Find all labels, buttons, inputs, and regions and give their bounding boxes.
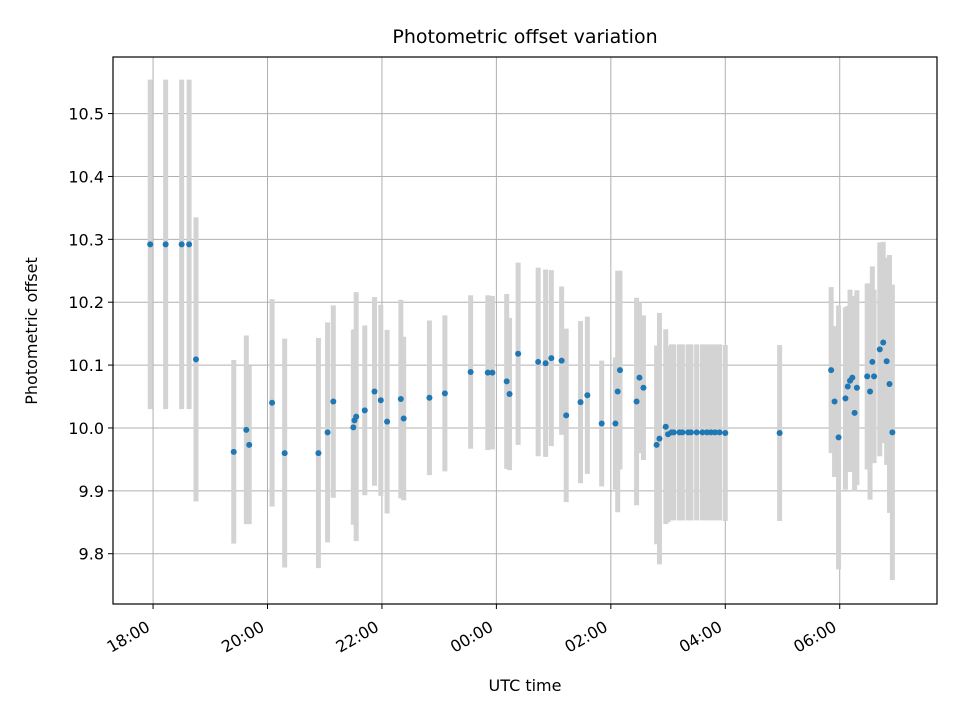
data-point [842,395,849,402]
data-point [515,350,522,357]
x-axis-title: UTC time [489,676,562,695]
data-point [656,435,663,442]
data-point [542,360,549,367]
data-point [853,384,860,391]
data-point [243,426,250,433]
data-point [535,358,542,365]
y-axis-ticks: 9.8 9.9 10.0 10.1 10.2 10.3 10.4 10.5 [68,105,113,564]
data-point [377,397,384,404]
data-point [577,399,584,406]
data-point [616,367,623,374]
data-point [467,368,474,375]
data-point [864,373,871,380]
y-tick-label: 10.5 [68,105,104,124]
y-tick-label: 9.9 [79,482,104,501]
data-point [484,369,491,376]
data-point [162,241,169,248]
data-point [426,394,433,401]
data-point [384,418,391,425]
data-point [371,388,378,395]
data-point [633,398,640,405]
data-point [397,396,404,403]
data-point [844,383,851,390]
data-point [687,429,694,436]
data-point [871,373,878,380]
data-point [876,346,883,353]
data-point [400,415,407,422]
data-point [361,407,368,414]
data-point [716,429,723,436]
data-point [699,429,706,436]
data-point [281,450,288,457]
grid-lines [113,57,937,604]
data-point [886,380,893,387]
data-point [246,441,253,448]
data-point [662,423,669,430]
data-point [230,448,237,455]
data-point [192,356,199,363]
y-tick-label: 10.3 [68,230,104,249]
data-point [679,429,686,436]
data-point [776,429,783,436]
data-point [269,399,276,406]
y-tick-label: 10.1 [68,356,104,375]
data-point [889,429,896,436]
data-point [441,390,448,397]
data-point [315,450,322,457]
data-point [883,358,890,365]
y-axis-title: Photometric offset [22,257,41,405]
data-point [353,413,360,420]
data-point [722,429,729,436]
data-point [147,241,154,248]
data-point [614,388,621,395]
data-point [503,378,510,385]
plot-frame [112,56,938,605]
data-point [563,412,570,419]
data-point [324,429,331,436]
chart-title: Photometric offset variation [392,26,657,48]
data-point [598,420,605,427]
y-tick-label: 10.0 [68,419,104,438]
data-point [869,358,876,365]
data-point [330,398,337,405]
data-point [851,409,858,416]
data-point [670,429,677,436]
data-point [640,384,647,391]
data-point [558,357,565,364]
data-point [178,241,185,248]
data-point [693,429,700,436]
data-point [186,241,193,248]
data-point [867,388,874,395]
data-point [350,424,357,431]
y-tick-label: 10.4 [68,167,104,186]
data-point [831,398,838,405]
data-point [506,391,513,398]
data-point [828,367,835,374]
data-point [653,441,660,448]
data-points [147,241,896,457]
data-point [489,369,496,376]
data-point [636,374,643,381]
data-point [584,392,591,399]
data-point [849,374,856,381]
data-point [711,429,718,436]
y-tick-label: 9.8 [79,545,104,564]
data-point [835,434,842,441]
data-point [880,339,887,346]
y-tick-label: 10.2 [68,293,104,312]
data-point [612,420,619,427]
data-point [548,355,555,362]
